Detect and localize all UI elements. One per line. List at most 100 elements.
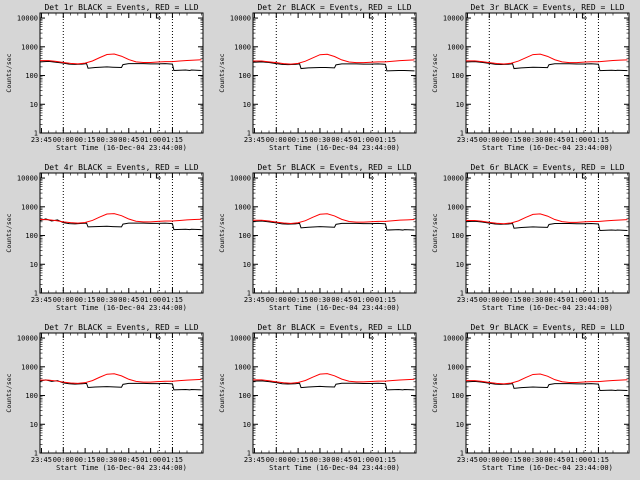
y-tick-label: 1	[247, 450, 251, 458]
y-tick-label: 1000	[234, 43, 251, 51]
x-tick-label: 00:00	[266, 456, 287, 464]
y-tick-label: 100	[238, 72, 251, 80]
x-tick-label: 00:15	[288, 136, 309, 144]
y-axis-label: Counts/sec	[218, 213, 226, 252]
chart-title: Det 8r BLACK = Events, RED = LLD	[257, 323, 411, 332]
x-tick-label: 23:45	[457, 456, 478, 464]
x-tick-label: 01:15	[375, 296, 396, 304]
x-tick-label: 23:45	[457, 296, 478, 304]
y-tick-label: 100	[25, 392, 38, 400]
x-tick-label: 01:00	[566, 136, 587, 144]
y-tick-label: 1	[460, 290, 464, 298]
x-tick-label: 00:00	[53, 456, 74, 464]
x-tick-label: 23:45	[457, 136, 478, 144]
x-tick-label: 01:15	[588, 456, 609, 464]
x-tick-label: 01:00	[353, 456, 374, 464]
x-tick-label: 00:00	[266, 136, 287, 144]
y-tick-label: 100	[25, 232, 38, 240]
series-line-events	[465, 380, 628, 391]
chart-title: Det 7r BLACK = Events, RED = LLD	[44, 323, 198, 332]
x-tick-label: 23:45	[244, 136, 265, 144]
series-line-events	[39, 60, 202, 71]
x-tick-label: 23:45	[244, 296, 265, 304]
x-tick-label: 00:45	[331, 296, 352, 304]
x-tick-label: 01:00	[140, 136, 161, 144]
x-tick-label: 00:45	[118, 136, 139, 144]
x-tick-label: 00:45	[544, 136, 565, 144]
x-tick-label: 00:15	[288, 296, 309, 304]
x-axis-label: Start Time (16-Dec-04 23:44:00)	[269, 144, 400, 152]
plot-area	[39, 332, 204, 454]
plot-area	[252, 172, 417, 294]
x-tick-label: 01:00	[140, 296, 161, 304]
interval-bracket	[155, 173, 161, 179]
x-tick-label: 00:15	[75, 456, 96, 464]
x-tick-label: 00:30	[309, 296, 330, 304]
x-tick-label: 00:00	[479, 456, 500, 464]
x-tick-label: 00:15	[501, 136, 522, 144]
y-tick-label: 10	[30, 101, 38, 109]
plot-area	[465, 172, 630, 294]
x-tick-label: 01:00	[566, 456, 587, 464]
y-tick-label: 1	[247, 130, 251, 138]
y-tick-label: 10	[456, 101, 464, 109]
y-tick-label: 10000	[17, 335, 38, 343]
series-line-events	[39, 379, 202, 391]
y-tick-label: 100	[451, 72, 464, 80]
interval-bracket	[155, 13, 161, 19]
y-tick-label: 10000	[230, 15, 251, 23]
x-axis-label: Start Time (16-Dec-04 23:44:00)	[269, 304, 400, 312]
x-tick-label: 01:00	[566, 296, 587, 304]
panel-7: Det 7r BLACK = Events, RED = LLD 1 10 100 10…	[5, 323, 204, 472]
chart-title: Det 4r BLACK = Events, RED = LLD	[44, 163, 198, 172]
interval-bracket	[368, 13, 374, 19]
y-tick-label: 1000	[21, 363, 38, 371]
series-line-lld	[466, 373, 628, 385]
panel-2: Det 2r BLACK = Events, RED = LLD 1 10 100 10…	[218, 3, 417, 152]
x-axis-label: Start Time (16-Dec-04 23:44:00)	[482, 464, 613, 472]
chart-title: Det 1r BLACK = Events, RED = LLD	[44, 3, 198, 12]
x-axis-label: Start Time (16-Dec-04 23:44:00)	[482, 304, 613, 312]
plot-area	[465, 332, 630, 454]
x-tick-label: 00:30	[522, 296, 543, 304]
x-tick-label: 01:15	[162, 136, 183, 144]
y-tick-label: 10000	[443, 15, 464, 23]
y-axis-label: Counts/sec	[218, 53, 226, 92]
y-tick-label: 10000	[17, 15, 38, 23]
series-line-events	[465, 220, 628, 231]
chart-title: Det 3r BLACK = Events, RED = LLD	[470, 3, 624, 12]
chart-title: Det 5r BLACK = Events, RED = LLD	[257, 163, 411, 172]
series-line-events	[252, 220, 415, 231]
y-tick-label: 1000	[447, 363, 464, 371]
y-tick-label: 10	[30, 421, 38, 429]
x-tick-label: 00:30	[309, 136, 330, 144]
x-tick-label: 00:30	[309, 456, 330, 464]
x-tick-label: 00:15	[288, 456, 309, 464]
series-line-events	[465, 61, 628, 72]
x-tick-label: 00:15	[501, 296, 522, 304]
plot-area	[252, 332, 417, 454]
y-tick-label: 1000	[21, 203, 38, 211]
y-tick-label: 100	[451, 392, 464, 400]
y-axis-label: Counts/sec	[431, 53, 439, 92]
y-tick-label: 100	[238, 232, 251, 240]
series-line-lld	[253, 53, 415, 65]
y-tick-label: 10000	[443, 335, 464, 343]
y-tick-label: 1	[34, 290, 38, 298]
series-line-lld	[253, 213, 415, 225]
y-tick-label: 1	[247, 290, 251, 298]
x-tick-label: 00:45	[118, 296, 139, 304]
x-tick-label: 00:45	[331, 456, 352, 464]
panel-9: Det 9r BLACK = Events, RED = LLD 1 10 100 10…	[431, 323, 630, 472]
interval-bracket	[581, 13, 587, 19]
y-axis-label: Counts/sec	[218, 373, 226, 412]
x-tick-label: 00:30	[96, 296, 117, 304]
x-tick-label: 00:30	[522, 136, 543, 144]
series-line-lld	[466, 53, 628, 65]
y-tick-label: 1	[460, 130, 464, 138]
y-tick-label: 1	[34, 450, 38, 458]
x-tick-label: 01:15	[375, 456, 396, 464]
x-tick-label: 00:30	[96, 456, 117, 464]
y-tick-label: 10000	[230, 175, 251, 183]
x-tick-label: 00:45	[331, 136, 352, 144]
